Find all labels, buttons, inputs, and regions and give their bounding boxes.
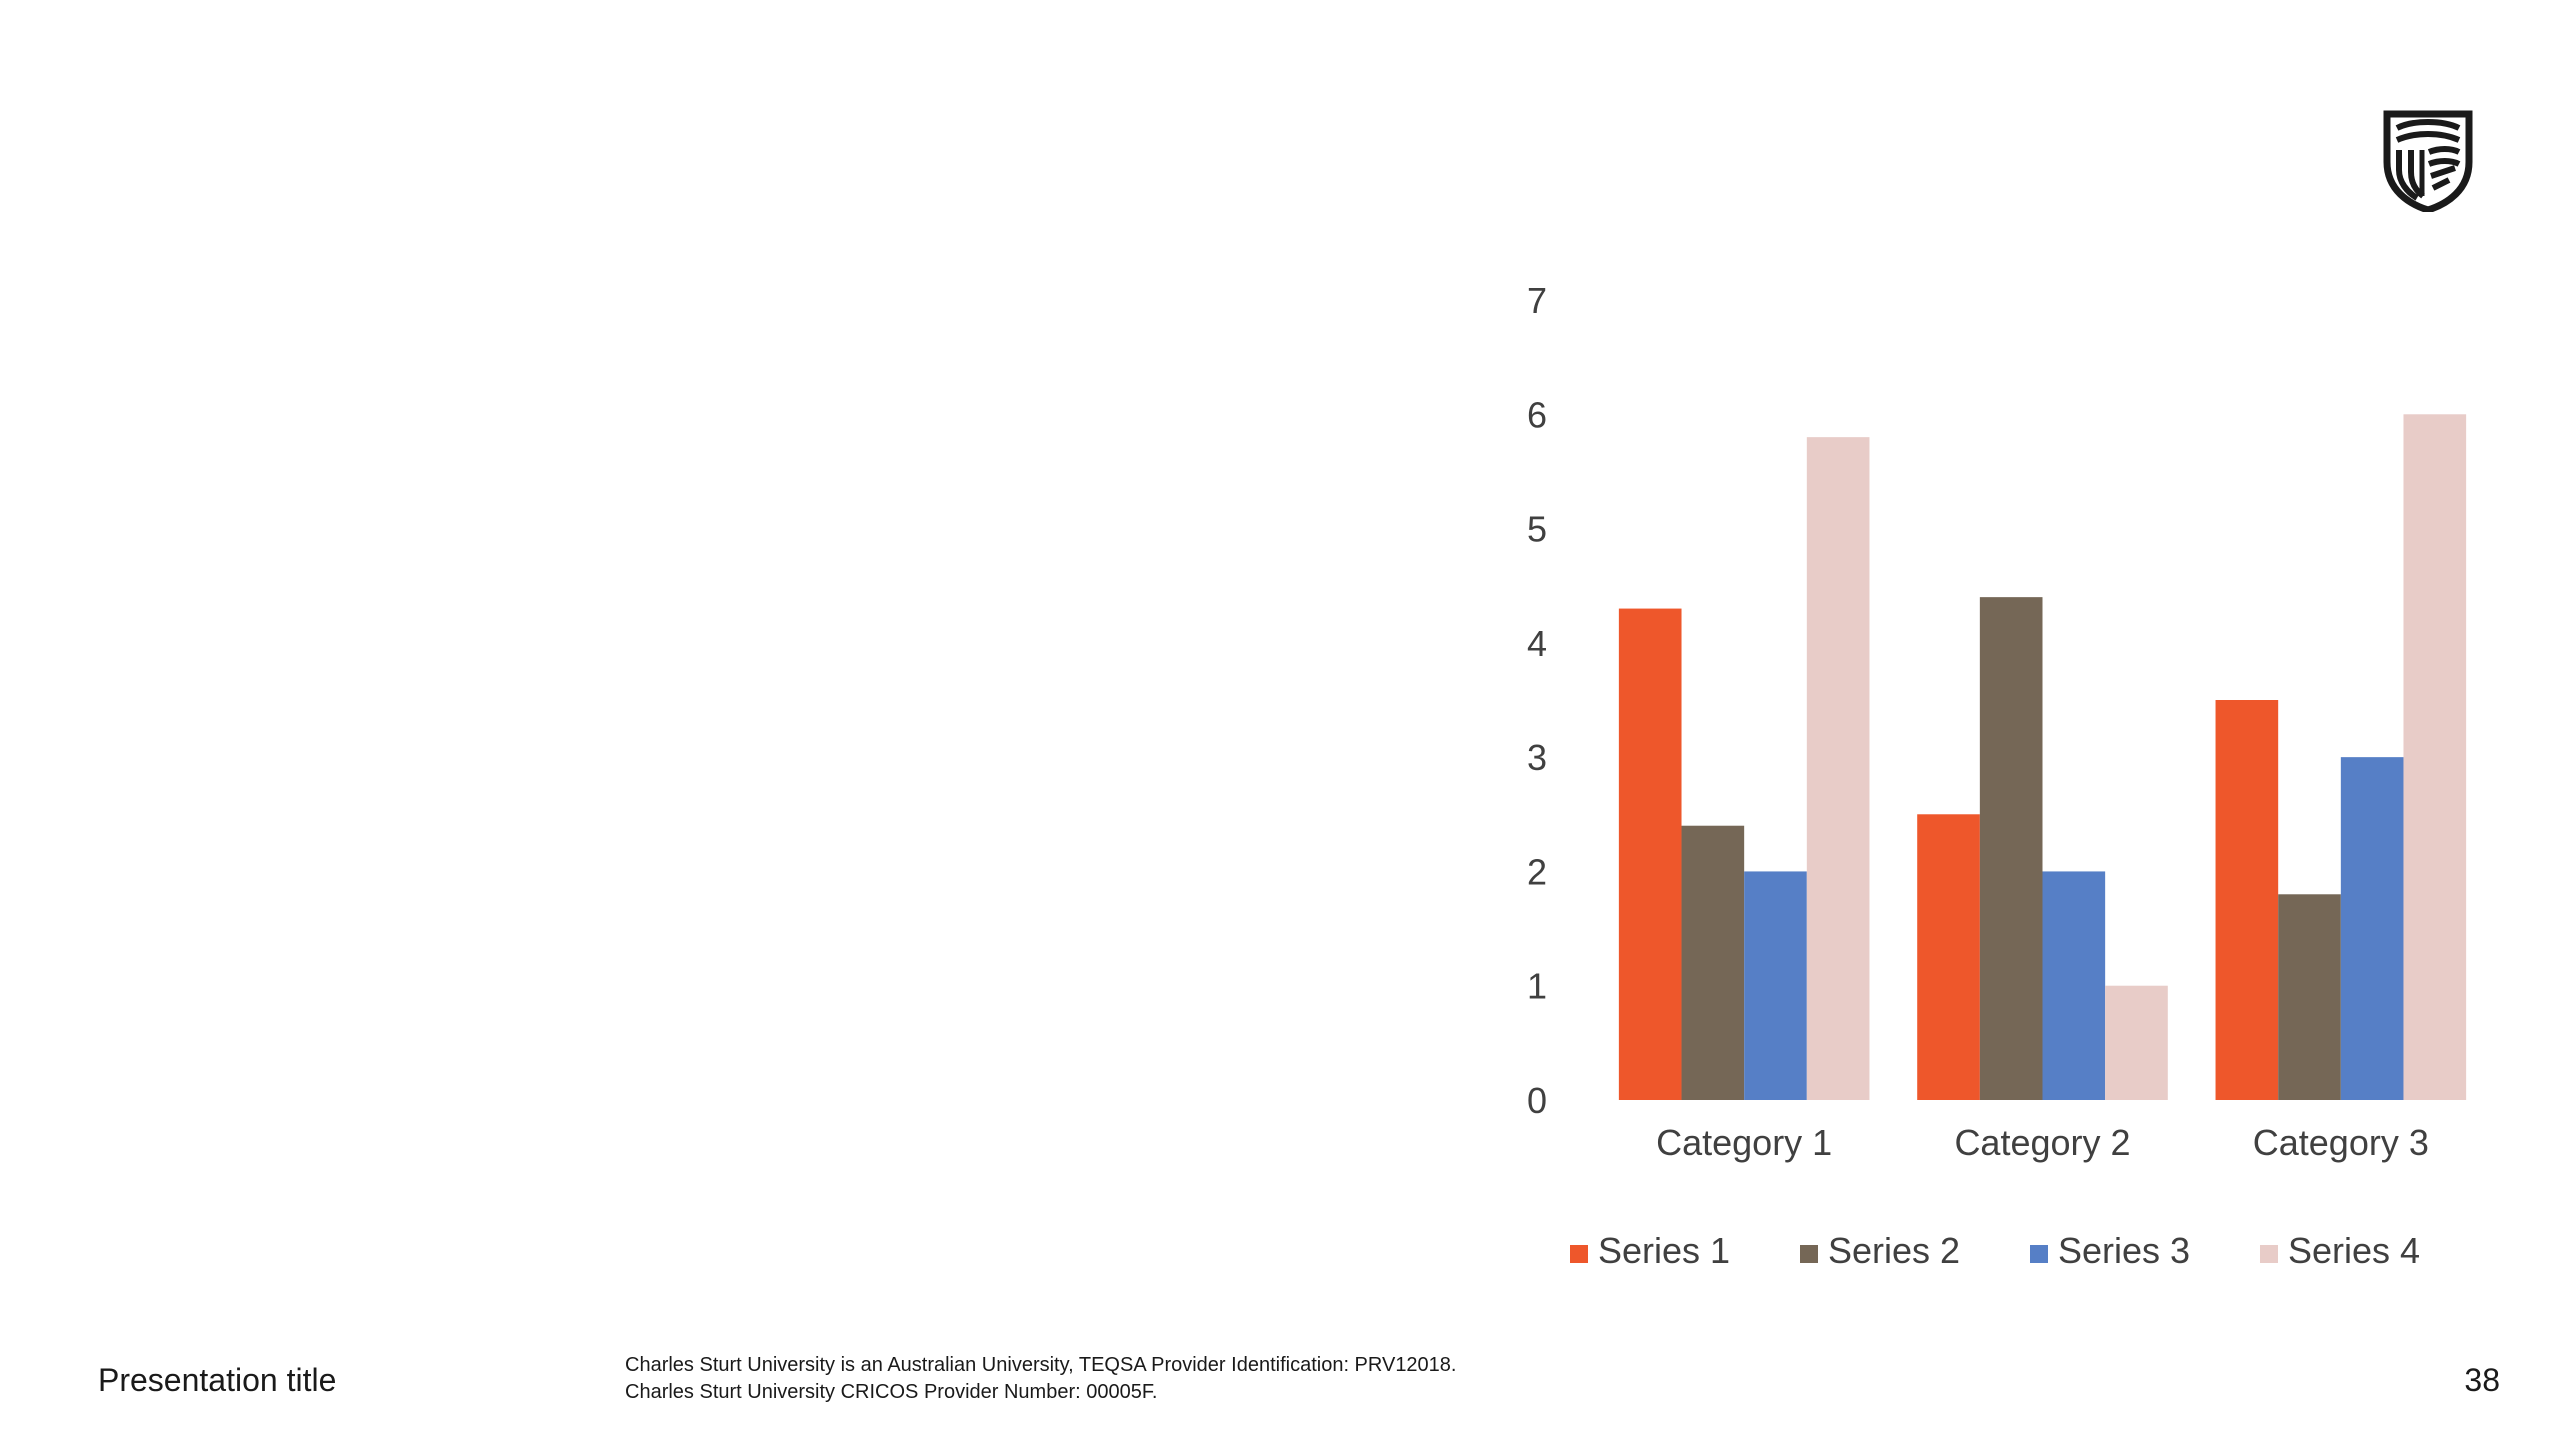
bar-3-series-2 [2278, 894, 2341, 1100]
legend-label-series-3: Series 3 [2058, 1230, 2190, 1271]
legend-label-series-1: Series 1 [1598, 1230, 1730, 1271]
bar-3-series-3 [2340, 757, 2404, 1100]
y-tick-label: 2 [1527, 851, 1547, 892]
bar-2-series-3 [2042, 871, 2106, 1100]
x-category-label: Category 2 [1954, 1122, 2130, 1163]
bar-2-series-1 [1917, 814, 1980, 1100]
bar-1-series-3 [1744, 871, 1807, 1100]
x-category-label: Category 1 [1656, 1122, 1832, 1163]
y-tick-label: 4 [1527, 623, 1547, 664]
y-tick-label: 0 [1527, 1080, 1547, 1121]
bar-1-series-4 [1806, 437, 1870, 1101]
y-tick-label: 1 [1527, 966, 1547, 1007]
bar-1-series-2 [1681, 825, 1745, 1100]
disclaimer-line-1: Charles Sturt University is an Australia… [625, 1354, 1457, 1376]
y-tick-label: 7 [1527, 280, 1547, 321]
bar-1-series-1 [1618, 608, 1682, 1100]
legend-swatch-series-4 [2260, 1245, 2278, 1263]
legend-swatch-series-2 [1800, 1245, 1818, 1263]
bar-2-series-4 [2105, 985, 2168, 1100]
y-tick-label: 6 [1527, 394, 1547, 435]
bar-3-series-1 [2215, 700, 2279, 1100]
legend-label-series-4: Series 4 [2288, 1230, 2420, 1271]
y-tick-label: 3 [1527, 737, 1547, 778]
x-category-label: Category 3 [2253, 1122, 2429, 1163]
y-tick-label: 5 [1527, 509, 1547, 550]
legend-label-series-2: Series 2 [1828, 1230, 1960, 1271]
disclaimer-line-2: Charles Sturt University CRICOS Provider… [625, 1381, 1158, 1403]
university-disclaimer: Charles Sturt University is an Australia… [625, 1352, 1456, 1406]
page-number: 38 [2464, 1362, 2500, 1398]
legend-swatch-series-1 [1570, 1245, 1588, 1263]
presentation-title: Presentation title [98, 1362, 337, 1398]
legend-swatch-series-3 [2030, 1245, 2048, 1263]
bar-2-series-2 [1979, 597, 2043, 1100]
university-shield-icon [2383, 110, 2473, 212]
bar-3-series-4 [2403, 414, 2467, 1100]
